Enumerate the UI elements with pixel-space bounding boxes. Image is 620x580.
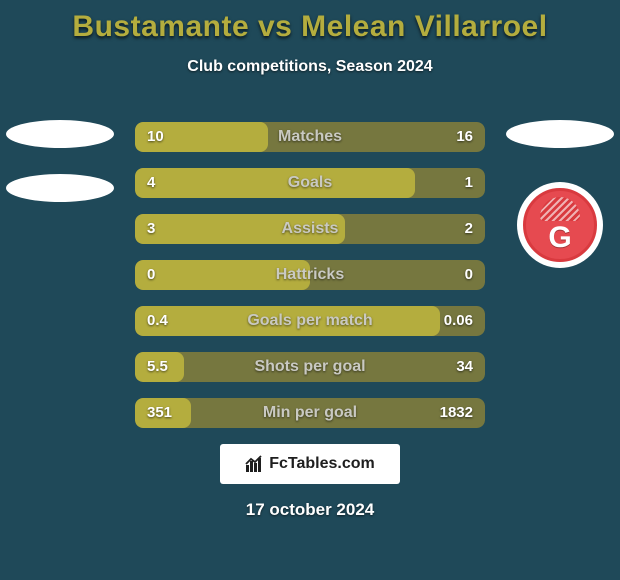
title: Bustamante vs Melean Villarroel	[0, 10, 620, 44]
stat-row: 5.534Shots per goal	[135, 352, 485, 382]
club-badge-icon: G	[517, 182, 603, 268]
stat-label: Min per goal	[135, 398, 485, 428]
badge-left-top	[6, 120, 114, 148]
date-text: 17 october 2024	[0, 500, 620, 520]
branding-text: FcTables.com	[269, 455, 375, 473]
stat-label: Goals	[135, 168, 485, 198]
branding-badge: FcTables.com	[220, 444, 400, 484]
badge-right-top	[506, 120, 614, 148]
stat-label: Goals per match	[135, 306, 485, 336]
club-letter: G	[548, 223, 571, 253]
stat-row: 3511832Min per goal	[135, 398, 485, 428]
subtitle: Club competitions, Season 2024	[0, 58, 620, 76]
stat-row: 0.40.06Goals per match	[135, 306, 485, 336]
stat-label: Matches	[135, 122, 485, 152]
stat-row: 1016Matches	[135, 122, 485, 152]
stat-row: 00Hattricks	[135, 260, 485, 290]
chart-icon	[245, 455, 265, 473]
badge-left-bottom	[6, 174, 114, 202]
stats-card: Bustamante vs Melean Villarroel Club com…	[0, 0, 620, 580]
badge-right-club: G	[506, 182, 614, 268]
stat-row: 32Assists	[135, 214, 485, 244]
stat-label: Assists	[135, 214, 485, 244]
stat-label: Hattricks	[135, 260, 485, 290]
stat-row: 41Goals	[135, 168, 485, 198]
stat-rows: 1016Matches 41Goals 32Assists 00Hattricks 0.…	[135, 122, 485, 444]
stat-label: Shots per goal	[135, 352, 485, 382]
